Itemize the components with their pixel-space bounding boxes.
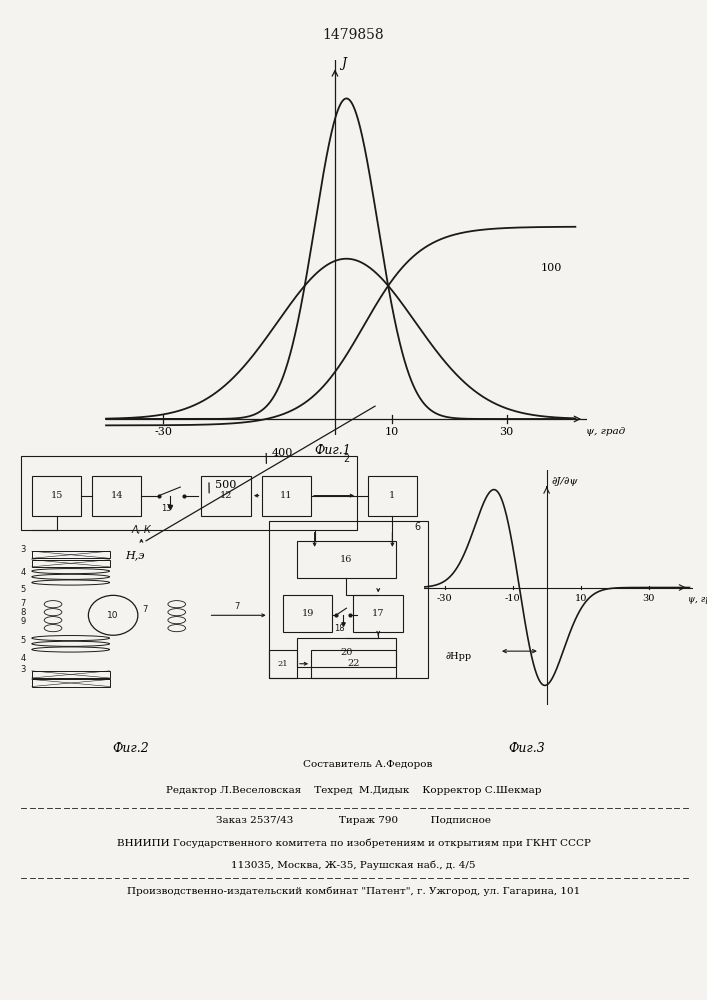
Text: 3: 3: [21, 545, 25, 554]
Text: ψ, град: ψ, град: [688, 595, 707, 604]
Text: 18: 18: [334, 624, 345, 633]
Text: 6: 6: [414, 522, 420, 532]
Text: 7: 7: [142, 605, 148, 614]
Text: Фиг.3: Фиг.3: [508, 742, 545, 755]
Text: 2: 2: [344, 454, 349, 464]
Text: -10: -10: [505, 594, 520, 603]
Text: 4: 4: [21, 568, 25, 577]
Bar: [311, 650, 396, 678]
Text: 30: 30: [643, 594, 655, 603]
Text: 5: 5: [21, 585, 25, 594]
Text: 10: 10: [385, 427, 399, 437]
Text: 5: 5: [21, 636, 25, 645]
Text: ∂Нрр: ∂Нрр: [445, 652, 472, 661]
Bar: [269, 521, 428, 678]
Text: 7: 7: [21, 599, 25, 608]
Text: ∂J/∂ψ: ∂J/∂ψ: [551, 477, 578, 486]
Text: ВНИИПИ Государственного комитета по изобретениям и открытиям при ГКНТ СССР: ВНИИПИ Государственного комитета по изоб…: [117, 838, 590, 848]
Text: 16: 16: [340, 555, 353, 564]
Text: Производственно-издательский комбинат "Патент", г. Ужгород, ул. Гагарина, 101: Производственно-издательский комбинат "П…: [127, 886, 580, 896]
Text: 10: 10: [107, 611, 119, 620]
Text: 20: 20: [340, 648, 353, 657]
Text: 1: 1: [390, 491, 395, 500]
Bar: [32, 679, 110, 687]
Text: 15: 15: [50, 491, 63, 500]
Text: 17: 17: [372, 609, 385, 618]
Bar: [32, 560, 110, 567]
Bar: [32, 671, 110, 678]
Text: 7: 7: [234, 602, 240, 611]
Bar: [354, 595, 403, 632]
Bar: [201, 476, 251, 516]
Text: 10: 10: [575, 594, 587, 603]
Text: 13: 13: [160, 504, 172, 513]
Text: 14: 14: [110, 491, 123, 500]
Bar: [21, 456, 357, 530]
Bar: [269, 650, 297, 678]
Bar: [368, 476, 417, 516]
Text: Заказ 2537/43              Тираж 790          Подписное: Заказ 2537/43 Тираж 790 Подписное: [216, 816, 491, 825]
Text: ψ, град: ψ, град: [585, 427, 625, 436]
Bar: [297, 541, 396, 578]
Text: 500: 500: [215, 480, 236, 490]
Text: 11: 11: [280, 491, 293, 500]
Text: 22: 22: [347, 659, 360, 668]
Text: 400: 400: [272, 448, 293, 458]
Text: А, К: А, К: [132, 526, 151, 536]
Text: 3: 3: [21, 665, 25, 674]
Text: 19: 19: [301, 609, 314, 618]
Text: -30: -30: [154, 427, 173, 437]
Text: Составитель А.Федоров: Составитель А.Федоров: [303, 760, 432, 769]
Bar: [92, 476, 141, 516]
Text: 30: 30: [500, 427, 514, 437]
Bar: [32, 476, 81, 516]
Text: 21: 21: [277, 660, 288, 668]
Text: Фиг.1: Фиг.1: [314, 444, 351, 457]
Bar: [262, 476, 311, 516]
Text: 12: 12: [220, 491, 233, 500]
Text: 1479858: 1479858: [322, 28, 385, 42]
Text: 8: 8: [21, 608, 25, 617]
Text: 9: 9: [21, 616, 25, 626]
Text: Н,э: Н,э: [125, 550, 144, 560]
Text: -30: -30: [437, 594, 452, 603]
Bar: [32, 551, 110, 558]
Text: Фиг.2: Фиг.2: [112, 742, 149, 755]
Text: 100: 100: [541, 263, 562, 273]
Bar: [283, 595, 332, 632]
Bar: [297, 638, 396, 667]
Text: J: J: [341, 57, 346, 70]
Text: Редактор Л.Веселовская    Техред  М.Дидык    Корректор С.Шекмар: Редактор Л.Веселовская Техред М.Дидык Ко…: [165, 786, 542, 795]
Text: 4: 4: [21, 654, 25, 663]
Text: 113035, Москва, Ж-35, Раушская наб., д. 4/5: 113035, Москва, Ж-35, Раушская наб., д. …: [231, 860, 476, 870]
